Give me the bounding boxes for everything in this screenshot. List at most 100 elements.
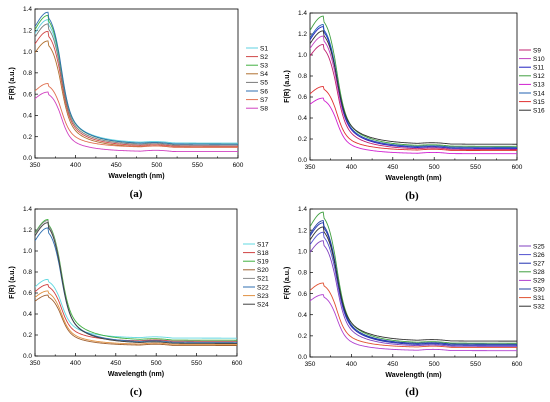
- series-line-s23: [35, 290, 237, 345]
- y-tick-label: 0.0: [298, 157, 307, 164]
- series-line-s32: [310, 226, 517, 342]
- series-line-s27: [310, 222, 517, 346]
- y-tick-label: 1.2: [23, 27, 32, 34]
- y-tick-label: 0.4: [298, 115, 307, 122]
- legend-label: S8: [260, 106, 268, 113]
- x-axis-title: Wavelength (nm): [385, 372, 441, 379]
- series-line-s20: [35, 294, 237, 346]
- y-tick-label: 0.4: [23, 311, 32, 318]
- y-tick-label: 1.0: [298, 248, 307, 255]
- series-line-s19: [35, 219, 237, 341]
- series-line-s9: [310, 44, 517, 150]
- series-line-s6: [35, 11, 238, 145]
- series-line-s11: [310, 26, 517, 149]
- x-tick-label: 600: [512, 164, 523, 171]
- x-tick-label: 400: [346, 164, 357, 171]
- y-tick-label: 0.8: [298, 73, 307, 80]
- series-line-s31: [310, 282, 517, 348]
- legend-label: S4: [260, 71, 268, 78]
- series-lines: [310, 15, 517, 155]
- legend-label: S14: [533, 90, 545, 97]
- series-line-s26: [310, 231, 517, 345]
- legend-label: S12: [533, 73, 545, 80]
- legend-label: S24: [257, 302, 269, 309]
- y-tick-label: 1.0: [298, 52, 307, 59]
- y-axis-title: F(R) (a.u.): [9, 266, 16, 299]
- x-tick-label: 550: [470, 164, 481, 171]
- x-tick-label: 500: [429, 164, 440, 171]
- x-tick-label: 450: [111, 162, 122, 169]
- y-tick-label: 1.2: [23, 227, 32, 234]
- x-tick-label: 550: [470, 361, 481, 368]
- x-tick-label: 450: [110, 360, 121, 367]
- series-lines: [35, 219, 237, 346]
- y-tick-label: 0.0: [23, 155, 32, 162]
- chart-panel-3: 350 400 450 500 550 600 0.0 0.2 0.4 0.6 0.8 1.0 1.2 1…: [9, 206, 269, 398]
- legend-label: S16: [533, 108, 545, 115]
- series-line-s8: [35, 91, 238, 153]
- series-line-s7: [35, 83, 238, 148]
- series-line-s24: [35, 222, 237, 344]
- legend-label: S5: [260, 80, 268, 87]
- chart-panel-2: 350 400 450 500 550 600 0.0 0.2 0.4 0.6 0.8 1.0 1.2 1…: [284, 10, 545, 202]
- y-axis-title: F(R) (a.u.): [284, 267, 291, 300]
- legend-label: S13: [533, 82, 545, 89]
- legend-label: S9: [533, 47, 541, 54]
- x-tick-label: 600: [233, 162, 244, 169]
- legend-label: S31: [533, 295, 545, 302]
- legend-label: S30: [533, 286, 545, 293]
- series-line-s2: [35, 30, 238, 147]
- x-tick-label: 500: [151, 360, 162, 367]
- plot-frame: [34, 208, 238, 357]
- x-tick-label: 600: [512, 361, 523, 368]
- y-tick-label: 1.4: [23, 6, 32, 13]
- y-tick-label: 0.6: [23, 290, 32, 297]
- legend-label: S15: [533, 99, 545, 106]
- y-tick-label: 0.6: [298, 291, 307, 298]
- y-tick-label: 1.0: [23, 49, 32, 56]
- y-tick-label: 1.4: [298, 10, 307, 17]
- plot-frame: [309, 208, 518, 358]
- legend-label: S32: [533, 304, 545, 311]
- x-tick-label: 500: [429, 361, 440, 368]
- legend-label: S18: [257, 250, 269, 257]
- legend-label: S10: [533, 56, 545, 63]
- x-tick-label: 550: [192, 162, 203, 169]
- series-line-s14: [310, 24, 517, 148]
- legend-label: S1: [260, 45, 268, 52]
- x-tick-label: 400: [70, 162, 81, 169]
- series-line-s1: [35, 19, 238, 144]
- chart-panel-4: 350 400 450 500 550 600 0.0 0.2 0.4 0.6 0.8 1.0 1.2 1…: [284, 206, 545, 398]
- y-tick-label: 0.4: [23, 113, 32, 120]
- x-tick-label: 350: [305, 164, 316, 171]
- series-line-s3: [35, 14, 238, 145]
- x-tick-label: 450: [387, 164, 398, 171]
- series-line-s25: [310, 240, 517, 347]
- series-line-s28: [310, 211, 517, 344]
- series-lines: [310, 211, 517, 352]
- series-lines: [35, 11, 238, 153]
- y-tick-label: 0.8: [298, 270, 307, 277]
- x-tick-label: 400: [346, 361, 357, 368]
- series-line-s16: [310, 30, 517, 145]
- legend-label: S25: [533, 243, 545, 250]
- series-line-s17: [35, 278, 237, 339]
- y-tick-label: 0.2: [23, 134, 32, 141]
- x-tick-label: 350: [305, 361, 316, 368]
- panel-caption: (d): [405, 386, 419, 398]
- y-tick-label: 0.8: [23, 269, 32, 276]
- y-axis-title: F(R) (a.u.): [9, 67, 16, 100]
- x-tick-label: 600: [232, 360, 243, 367]
- panel-caption: (c): [130, 386, 143, 398]
- x-tick-label: 350: [30, 360, 41, 367]
- series-line-s10: [310, 35, 517, 148]
- y-axis-title: F(R) (a.u.): [284, 70, 291, 103]
- x-axis-title: Wavelength (nm): [108, 371, 164, 378]
- series-line-s12: [310, 15, 517, 147]
- legend-label: S3: [260, 63, 268, 70]
- series-line-s15: [310, 86, 517, 151]
- y-tick-label: 1.2: [298, 227, 307, 234]
- legend-label: S2: [260, 54, 268, 61]
